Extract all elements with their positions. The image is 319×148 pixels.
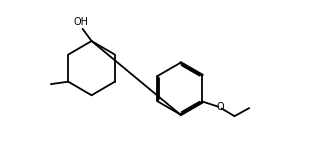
Text: O: O bbox=[216, 102, 224, 112]
Text: OH: OH bbox=[74, 17, 89, 27]
